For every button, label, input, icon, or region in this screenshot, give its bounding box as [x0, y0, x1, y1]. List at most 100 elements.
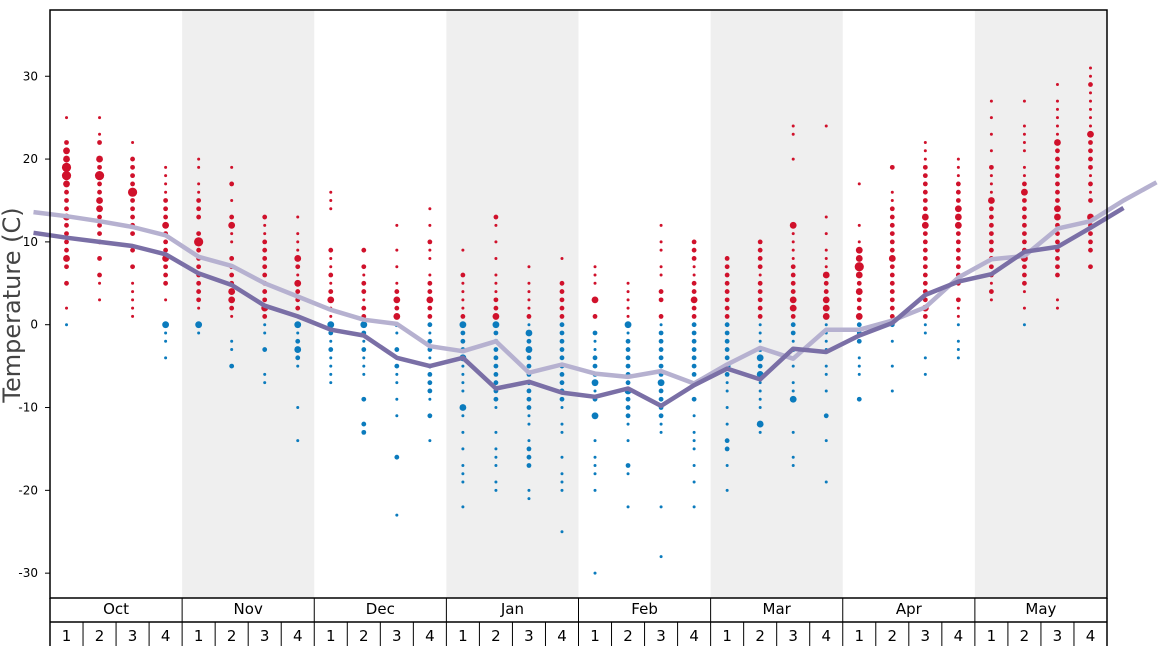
- observation-dot: [758, 256, 763, 261]
- observation-dot: [989, 239, 994, 244]
- observation-dot: [791, 273, 796, 278]
- observation-dot: [824, 281, 829, 286]
- observation-dot: [725, 281, 730, 286]
- observation-dot: [1088, 82, 1093, 87]
- observation-dot: [527, 339, 532, 344]
- observation-dot: [759, 431, 762, 434]
- observation-dot: [890, 223, 895, 228]
- observation-dot: [560, 306, 565, 311]
- observation-dot: [197, 182, 200, 185]
- observation-dot: [494, 464, 497, 467]
- observation-dot: [660, 423, 663, 426]
- y-tick-label: -30: [18, 566, 38, 580]
- observation-dot: [361, 306, 366, 311]
- observation-dot: [427, 413, 432, 418]
- observation-dot: [197, 166, 200, 169]
- observation-dot: [527, 489, 530, 492]
- observation-dot: [890, 273, 895, 278]
- observation-dot: [428, 274, 431, 277]
- observation-dot: [262, 239, 267, 244]
- observation-dot: [825, 232, 828, 235]
- observation-dot: [792, 340, 795, 343]
- observation-dot: [494, 297, 499, 302]
- observation-dot: [296, 216, 299, 219]
- observation-dot: [627, 505, 630, 508]
- week-label: 1: [722, 627, 732, 645]
- observation-dot: [627, 423, 630, 426]
- week-label: 3: [656, 627, 666, 645]
- observation-dot: [725, 289, 730, 294]
- observation-dot: [560, 423, 563, 426]
- observation-dot: [196, 248, 201, 253]
- observation-dot: [923, 239, 928, 244]
- observation-dot: [758, 281, 763, 286]
- observation-dot: [660, 240, 663, 243]
- observation-dot: [195, 321, 202, 328]
- observation-dot: [494, 481, 497, 484]
- observation-dot: [296, 365, 299, 368]
- observation-dot: [1055, 182, 1060, 187]
- observation-dot: [428, 439, 431, 442]
- observation-dot: [759, 406, 762, 409]
- observation-dot: [693, 414, 696, 417]
- observation-dot: [726, 489, 729, 492]
- observation-dot: [560, 372, 565, 377]
- observation-dot: [790, 396, 797, 403]
- observation-dot: [790, 296, 797, 303]
- observation-dot: [262, 289, 267, 294]
- week-label: 4: [557, 627, 567, 645]
- observation-dot: [95, 171, 104, 180]
- observation-dot: [660, 274, 663, 277]
- y-tick-label: -20: [18, 483, 38, 497]
- week-label: 4: [293, 627, 303, 645]
- observation-dot: [1055, 173, 1060, 178]
- observation-dot: [262, 215, 267, 220]
- observation-dot: [825, 124, 828, 127]
- observation-dot: [197, 191, 200, 194]
- observation-dot: [990, 191, 993, 194]
- observation-dot: [990, 116, 993, 119]
- observation-dot: [228, 222, 235, 229]
- observation-dot: [957, 323, 960, 326]
- observation-dot: [63, 255, 70, 262]
- observation-dot: [295, 339, 300, 344]
- observation-dot: [725, 264, 730, 269]
- observation-dot: [594, 340, 597, 343]
- observation-dot: [924, 149, 927, 152]
- observation-dot: [1022, 223, 1027, 228]
- observation-dot: [725, 447, 730, 452]
- observation-dot: [63, 147, 70, 154]
- week-label: 4: [425, 627, 435, 645]
- observation-dot: [1023, 323, 1026, 326]
- observation-dot: [395, 331, 398, 334]
- observation-dot: [361, 347, 366, 352]
- observation-dot: [229, 306, 234, 311]
- observation-dot: [1089, 116, 1092, 119]
- observation-dot: [923, 190, 928, 195]
- observation-dot: [229, 273, 234, 278]
- observation-dot: [890, 215, 895, 220]
- observation-dot: [956, 248, 961, 253]
- observation-dot: [693, 431, 696, 434]
- observation-dot: [957, 356, 960, 359]
- observation-dot: [1088, 165, 1093, 170]
- observation-dot: [792, 464, 795, 467]
- observation-dot: [956, 239, 961, 244]
- observation-dot: [725, 297, 730, 302]
- observation-dot: [692, 248, 697, 253]
- observation-dot: [394, 289, 399, 294]
- observation-dot: [461, 365, 464, 368]
- observation-dot: [924, 158, 927, 161]
- observation-dot: [692, 281, 697, 286]
- observation-dot: [1055, 190, 1060, 195]
- observation-dot: [494, 306, 499, 311]
- observation-dot: [791, 264, 796, 269]
- observation-dot: [757, 421, 764, 428]
- observation-dot: [494, 282, 497, 285]
- observation-dot: [64, 206, 69, 211]
- observation-dot: [362, 356, 365, 359]
- observation-dot: [692, 355, 697, 360]
- observation-dot: [527, 314, 532, 319]
- observation-dot: [263, 232, 266, 235]
